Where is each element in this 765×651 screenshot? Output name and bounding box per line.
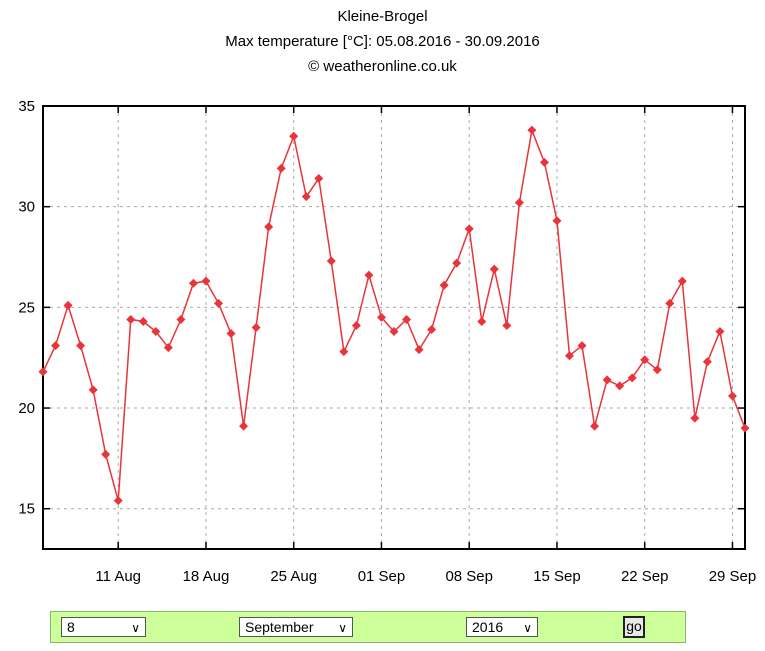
data-point	[552, 216, 562, 226]
data-point	[163, 343, 173, 353]
data-point	[665, 298, 675, 308]
y-tick-label: 30	[18, 199, 35, 216]
data-point	[176, 314, 186, 324]
data-point	[602, 375, 612, 385]
x-tick-label: 29 Sep	[709, 568, 757, 585]
data-point	[101, 449, 111, 459]
month-select-value: September	[245, 619, 314, 635]
data-point	[489, 264, 499, 274]
x-tick-label: 15 Sep	[533, 568, 581, 585]
data-point	[690, 413, 700, 423]
data-point	[539, 157, 549, 167]
x-tick-label: 25 Aug	[270, 568, 317, 585]
plot-frame	[42, 105, 746, 550]
data-point	[126, 314, 136, 324]
axes: 15 20 25 30 35 11 Aug 18 Aug 25 Aug 01 Sep 08 Sep…	[18, 98, 756, 585]
data-point	[727, 391, 737, 401]
series-line	[42, 127, 746, 501]
data-point	[364, 270, 374, 280]
data-point	[276, 163, 286, 173]
data-point	[151, 327, 161, 337]
y-tick-label: 25	[18, 299, 35, 316]
data-point	[63, 300, 73, 310]
x-tick-label: 18 Aug	[183, 568, 230, 585]
x-tick-label: 11 Aug	[95, 568, 141, 585]
data-point	[514, 198, 524, 208]
chevron-down-icon: ∨	[338, 621, 347, 635]
data-point	[88, 385, 98, 395]
data-point	[201, 276, 211, 286]
chart-credit: © weatheronline.co.uk	[308, 58, 457, 75]
year-select[interactable]: 2016 ∨	[466, 617, 538, 637]
x-tick-label: 08 Sep	[445, 568, 493, 585]
data-point	[339, 347, 349, 357]
data-point	[326, 256, 336, 266]
day-select[interactable]: 8 ∨	[61, 617, 146, 637]
data-point	[452, 258, 462, 268]
month-select[interactable]: September ∨	[239, 617, 353, 637]
data-point	[427, 325, 437, 335]
data-point	[615, 381, 625, 391]
chart-subtitle: Max temperature [°C]: 05.08.2016 - 30.09…	[225, 33, 540, 50]
data-point	[565, 351, 574, 361]
data-point	[590, 421, 600, 431]
data-point	[51, 341, 61, 351]
data-point	[289, 131, 299, 141]
chart-titles: Kleine-Brogel Max temperature [°C]: 05.0…	[0, 4, 765, 79]
y-tick-label: 15	[18, 501, 35, 518]
chevron-down-icon: ∨	[523, 621, 532, 635]
data-point	[264, 222, 274, 232]
data-point	[251, 323, 261, 332]
data-point	[226, 329, 236, 339]
data-point	[464, 224, 474, 234]
day-select-value: 8	[67, 619, 75, 635]
data-point	[188, 278, 198, 288]
data-point	[640, 355, 650, 365]
chart-title: Kleine-Brogel	[337, 8, 428, 25]
data-point	[314, 173, 324, 183]
data-point	[702, 357, 712, 367]
chevron-down-icon: ∨	[131, 621, 140, 635]
data-point	[627, 373, 637, 383]
data-point	[740, 423, 750, 433]
data-point	[138, 316, 148, 326]
data-point	[715, 327, 725, 337]
data-point	[502, 320, 512, 330]
date-selector-bar: 8 ∨ September ∨ 2016 ∨ go	[50, 611, 686, 643]
data-point	[389, 327, 399, 337]
y-tick-label: 20	[18, 400, 35, 417]
x-tick-label: 22 Sep	[621, 568, 669, 585]
data-point	[351, 320, 361, 330]
series-layer	[38, 125, 750, 506]
data-point	[652, 365, 662, 375]
data-point	[214, 298, 223, 308]
data-point	[477, 316, 487, 326]
data-point	[414, 345, 424, 355]
temperature-chart: 15 20 25 30 35 11 Aug 18 Aug 25 Aug 01 Sep 08 Sep…	[18, 98, 756, 585]
data-point	[301, 192, 311, 202]
x-tick-label: 01 Sep	[358, 568, 406, 585]
data-point	[113, 496, 123, 506]
data-point	[376, 312, 386, 322]
y-tick-label: 35	[18, 98, 35, 115]
data-point	[439, 280, 449, 290]
data-point	[527, 125, 537, 135]
data-point	[38, 367, 48, 377]
data-point	[239, 421, 249, 431]
data-point	[76, 341, 86, 351]
year-select-value: 2016	[472, 619, 504, 635]
data-point	[677, 276, 687, 286]
data-point	[402, 314, 412, 324]
go-button[interactable]: go	[623, 616, 645, 638]
data-point	[577, 341, 587, 351]
